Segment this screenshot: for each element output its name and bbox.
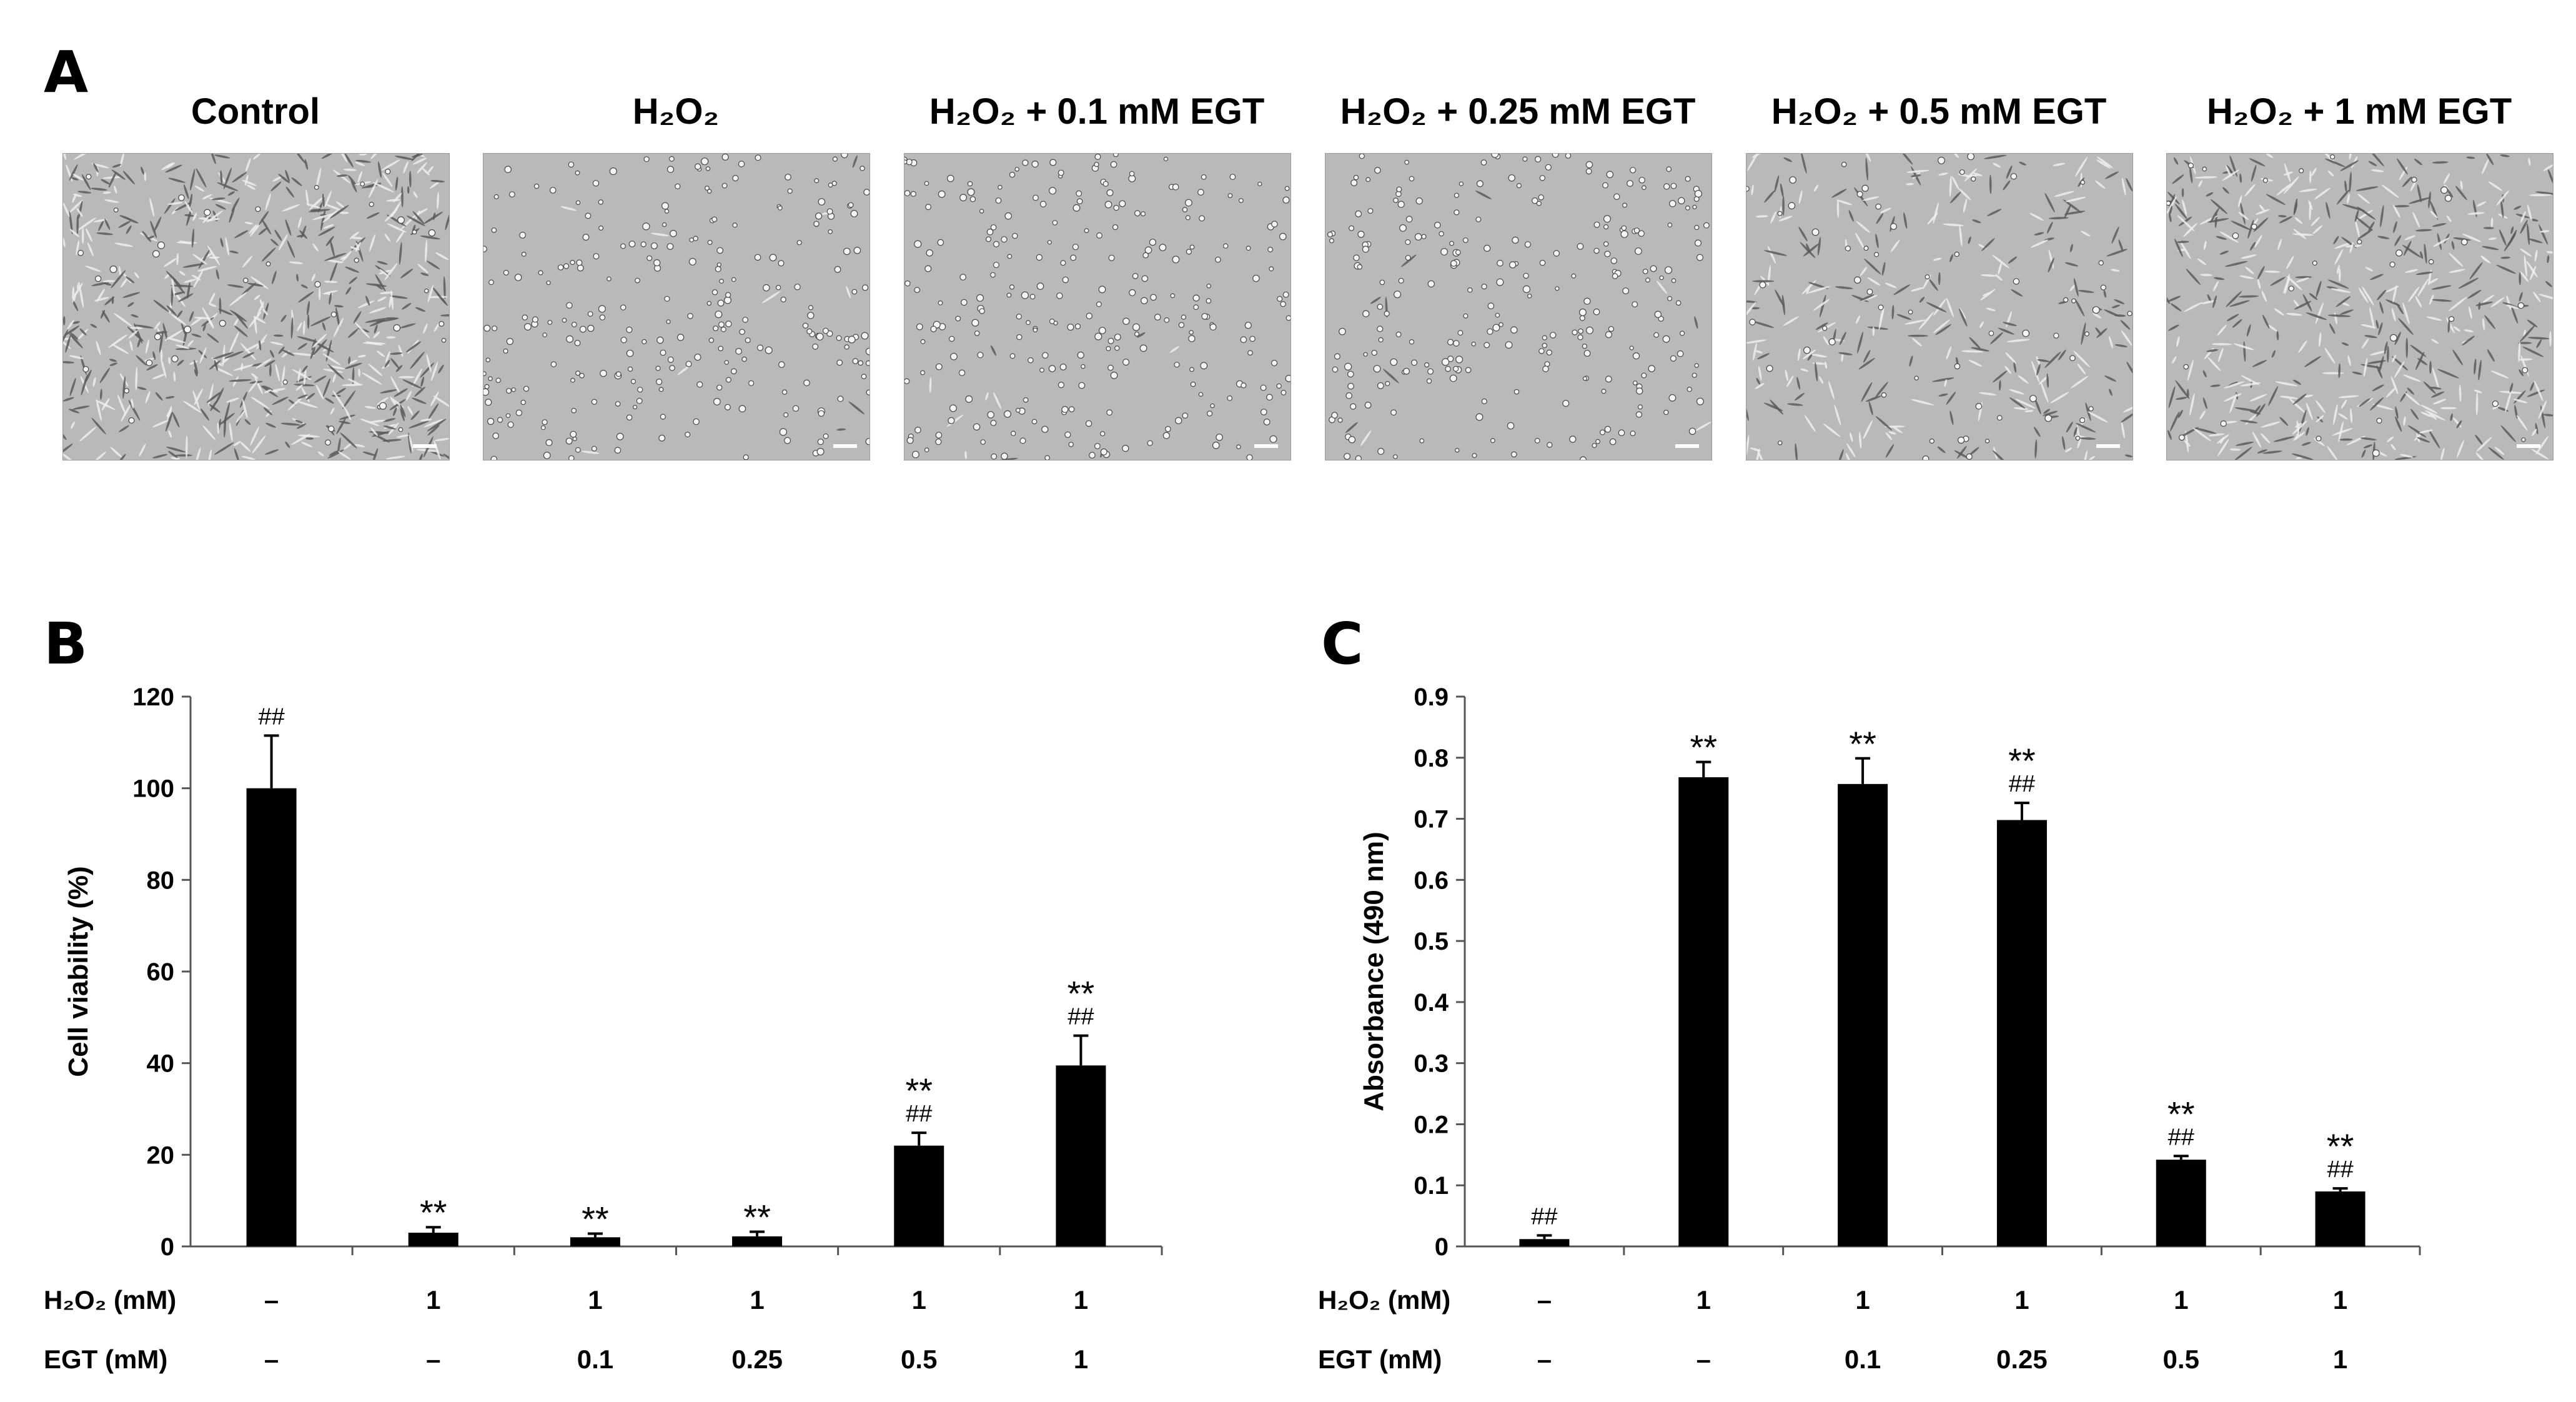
egt-dose-value: 0.25 xyxy=(731,1345,783,1374)
panel-b-letter: B xyxy=(44,610,88,677)
micrograph-image xyxy=(2166,153,2554,460)
panel-c-letter: C xyxy=(1321,610,1364,677)
egt-dose-value: – xyxy=(1697,1345,1711,1374)
y-axis-label: Absorbance (490 nm) xyxy=(1359,832,1389,1111)
y-tick-label: 0.6 xyxy=(1414,867,1449,894)
y-tick-label: 0 xyxy=(161,1233,174,1261)
micrograph-title: Control xyxy=(191,91,320,132)
egt-dose-value: 0.1 xyxy=(577,1345,613,1374)
micrograph-image xyxy=(1746,153,2133,460)
bar xyxy=(1056,1065,1106,1246)
egt-dose-value: 0.5 xyxy=(901,1345,937,1374)
micrograph-image xyxy=(1325,153,1712,460)
significance-stars: ** xyxy=(743,1198,771,1237)
bar xyxy=(1678,777,1729,1246)
y-tick-label: 0.5 xyxy=(1414,928,1449,955)
micrograph-image xyxy=(904,153,1291,460)
h2o2-dose-value: – xyxy=(264,1285,279,1315)
significance-stars: ** xyxy=(1690,728,1717,767)
egt-row-label: EGT (mM) xyxy=(44,1345,167,1374)
significance-hash: ## xyxy=(1531,1203,1557,1230)
egt-dose-value: 1 xyxy=(1074,1345,1088,1374)
micrograph-title: H₂O₂ + 0.1 mM EGT xyxy=(929,91,1265,132)
micrograph-image xyxy=(483,153,870,460)
scale-bar xyxy=(413,444,437,448)
y-tick-label: 0.7 xyxy=(1414,806,1449,833)
h2o2-dose-value: 1 xyxy=(1855,1285,1870,1315)
h2o2-dose-value: 1 xyxy=(912,1285,926,1315)
bar xyxy=(1996,820,2047,1246)
significance-hash: ## xyxy=(2009,771,2035,797)
h2o2-dose-value: 1 xyxy=(2014,1285,2029,1315)
h2o2-dose-value: 1 xyxy=(1074,1285,1088,1315)
h2o2-dose-value: 1 xyxy=(2333,1285,2347,1315)
scale-bar xyxy=(2096,444,2120,448)
egt-dose-value: – xyxy=(426,1345,440,1374)
h2o2-dose-value: – xyxy=(1537,1285,1552,1315)
bar xyxy=(2156,1160,2206,1246)
bar xyxy=(1519,1239,1570,1246)
bar xyxy=(894,1145,944,1246)
micrograph-image xyxy=(62,153,450,460)
h2o2-dose-value: 1 xyxy=(588,1285,602,1315)
bar xyxy=(732,1236,783,1246)
significance-stars: ** xyxy=(2167,1094,2195,1133)
y-tick-label: 40 xyxy=(147,1050,175,1078)
micrograph-title: H₂O₂ + 0.5 mM EGT xyxy=(1771,91,2107,132)
bar xyxy=(1838,783,1888,1246)
h2o2-row-label: H₂O₂ (mM) xyxy=(1318,1285,1450,1315)
significance-stars: ** xyxy=(2008,741,2036,780)
y-tick-label: 0 xyxy=(1435,1233,1449,1261)
y-tick-label: 0.8 xyxy=(1414,745,1449,772)
significance-hash: ## xyxy=(258,703,284,730)
h2o2-dose-value: 1 xyxy=(750,1285,764,1315)
scale-bar xyxy=(1254,444,1278,448)
significance-hash: ## xyxy=(906,1101,932,1127)
y-tick-label: 80 xyxy=(147,867,175,894)
egt-dose-value: – xyxy=(1537,1345,1552,1374)
bar xyxy=(570,1237,620,1246)
y-tick-label: 0.3 xyxy=(1414,1050,1449,1078)
micrograph-title: H₂O₂ xyxy=(632,91,720,132)
egt-dose-value: 0.5 xyxy=(2163,1345,2199,1374)
bar xyxy=(246,788,297,1246)
y-tick-label: 0.4 xyxy=(1414,989,1449,1017)
y-tick-label: 20 xyxy=(147,1141,175,1169)
egt-row-label: EGT (mM) xyxy=(1318,1345,1442,1374)
significance-hash: ## xyxy=(2168,1124,2194,1150)
significance-hash: ## xyxy=(1068,1004,1094,1030)
significance-stars: ** xyxy=(1849,724,1876,763)
micrograph-title: H₂O₂ + 0.25 mM EGT xyxy=(1340,91,1696,132)
significance-stars: ** xyxy=(905,1071,933,1110)
h2o2-dose-value: 1 xyxy=(426,1285,440,1315)
bar xyxy=(408,1233,458,1246)
panel-a-letter: A xyxy=(44,39,89,106)
y-tick-label: 120 xyxy=(132,684,174,711)
y-tick-label: 60 xyxy=(147,958,175,986)
y-tick-label: 0.1 xyxy=(1414,1172,1449,1200)
chart-b-cell-viability: Cell viability (%) 0 20 40 60 80 100 120 ## – – ** 1… xyxy=(44,684,1163,1374)
y-tick-label: 100 xyxy=(132,775,174,803)
y-axis-label: Cell viability (%) xyxy=(63,866,94,1076)
egt-dose-value: 0.25 xyxy=(1996,1345,2048,1374)
h2o2-dose-value: 1 xyxy=(2174,1285,2188,1315)
significance-stars: ** xyxy=(1068,974,1095,1013)
chart-c-absorbance: Absorbance (490 nm) 0 0.1 0.2 0.3 0.4 0.5 0.6 0.… xyxy=(1318,684,2421,1374)
scale-bar xyxy=(2517,444,2540,448)
scale-bar xyxy=(1675,444,1699,448)
egt-dose-value: – xyxy=(264,1345,279,1374)
significance-stars: ** xyxy=(420,1193,447,1232)
micrograph-title: H₂O₂ + 1 mM EGT xyxy=(2206,91,2512,132)
scale-bar xyxy=(833,444,857,448)
y-tick-label: 0.9 xyxy=(1414,684,1449,711)
significance-hash: ## xyxy=(2327,1156,2353,1183)
significance-stars: ** xyxy=(2327,1126,2354,1166)
h2o2-dose-value: 1 xyxy=(1697,1285,1711,1315)
egt-dose-value: 1 xyxy=(2333,1345,2347,1374)
y-tick-label: 0.2 xyxy=(1414,1111,1449,1138)
egt-dose-value: 0.1 xyxy=(1845,1345,1881,1374)
bar xyxy=(2315,1191,2365,1246)
significance-stars: ** xyxy=(582,1199,609,1238)
h2o2-row-label: H₂O₂ (mM) xyxy=(44,1285,176,1315)
